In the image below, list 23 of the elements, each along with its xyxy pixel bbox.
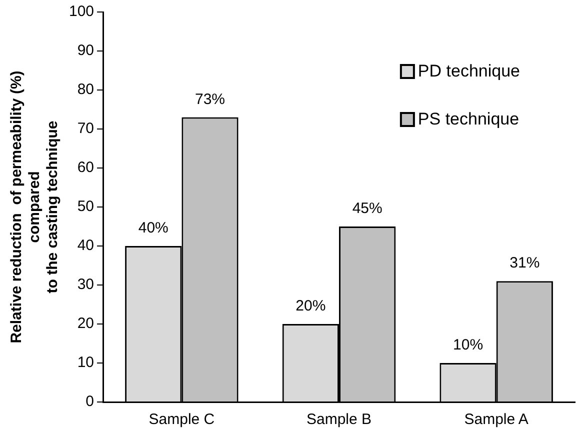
y-axis-title: Relative reduction of permeability (%) compared to the casting technique [8, 70, 62, 344]
legend-label: PS technique [418, 110, 520, 129]
y-tick-label: 40 [77, 237, 94, 254]
y-tick-label: 0 [86, 393, 94, 410]
data-label: 40% [138, 220, 168, 237]
y-tick-label: 10 [77, 354, 94, 372]
data-label: 20% [296, 298, 326, 315]
y-tick-label: 80 [77, 81, 94, 98]
data-label: 31% [510, 254, 540, 272]
x-tick-label: Sample C [148, 411, 215, 428]
y-tick-label: 60 [77, 159, 94, 176]
y-tick-label: 70 [77, 120, 94, 138]
x-tick-label: Sample B [306, 411, 372, 428]
data-label: 73% [194, 90, 226, 108]
y-tick-label: 20 [77, 315, 94, 332]
y-tick-label: 100 [68, 3, 94, 20]
legend-label: PD technique [418, 62, 520, 81]
y-tick-label: 90 [77, 42, 94, 60]
y-tick-label: 30 [77, 276, 94, 294]
y-tick-label: 50 [77, 198, 94, 216]
data-label: 10% [453, 336, 484, 354]
data-label: 45% [352, 200, 382, 218]
x-tick-label: Sample A [464, 411, 528, 428]
